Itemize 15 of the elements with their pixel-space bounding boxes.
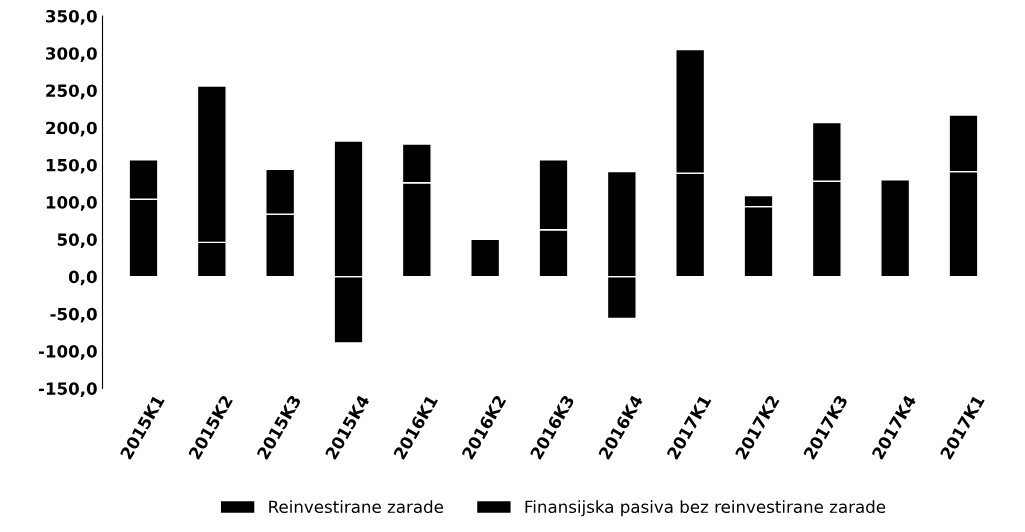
bar (880, 179, 911, 278)
legend-label: Finansijska pasiva bez reinvestirane zarade (525, 500, 886, 517)
y-tick-label: -150,0 (38, 382, 97, 398)
y-tick-label: 50,0 (57, 233, 97, 249)
y-tick-label: 350,0 (46, 9, 97, 25)
bar (470, 238, 501, 278)
y-tick-label: 0,0 (68, 270, 97, 286)
y-tick-label: 250,0 (46, 84, 97, 100)
y-tick-label: 200,0 (46, 121, 97, 137)
y-tick-label: 100,0 (46, 196, 97, 211)
y-tick-label: -100,0 (38, 345, 97, 360)
y-tick-label: 150,0 (46, 158, 97, 174)
y-tick-label: 300,0 (46, 47, 97, 62)
legend-label: Reinvestirane zarade (269, 500, 444, 514)
y-tick-label: -50,0 (50, 307, 97, 323)
